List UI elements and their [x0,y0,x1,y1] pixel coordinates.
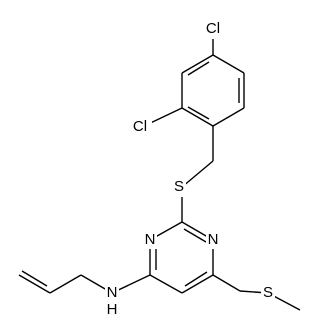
atom-label: Cl [206,20,220,37]
label-background [261,284,275,302]
atom-label: N [107,284,118,301]
atom-label: Cl [133,118,147,135]
atom-labels: Cl Cl S N N N H S [105,19,275,318]
bonds [18,30,301,311]
label-background [128,117,152,137]
atom-label: S [174,178,184,195]
label-background [172,177,186,197]
atom-label: N [145,231,156,248]
label-background [201,19,225,39]
atom-label: S [263,284,273,301]
label-background [206,231,220,249]
label-background [143,231,157,249]
atom-label: H [107,301,118,318]
atom-label: N [208,231,219,248]
label-background [105,284,119,302]
